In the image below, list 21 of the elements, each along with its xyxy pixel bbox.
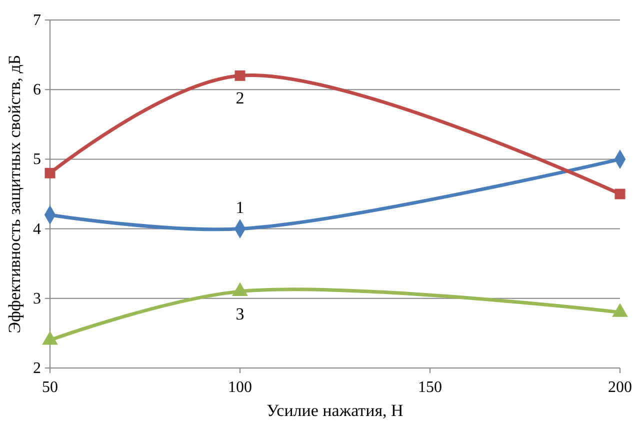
x-tick-label: 150 bbox=[418, 379, 442, 396]
point bbox=[612, 303, 628, 317]
y-tick-label: 5 bbox=[33, 151, 41, 168]
series-label: 2 bbox=[236, 88, 244, 108]
y-tick-label: 3 bbox=[33, 290, 41, 308]
y-tick-label: 6 bbox=[33, 82, 41, 99]
x-axis-title: Усилие нажатия, Н bbox=[266, 401, 404, 420]
series-label: 1 bbox=[236, 198, 244, 217]
point bbox=[614, 188, 626, 200]
y-tick-label: 7 bbox=[33, 12, 41, 29]
point bbox=[42, 330, 58, 345]
point bbox=[232, 282, 248, 296]
x-tick-label: 100 bbox=[228, 379, 252, 396]
point bbox=[44, 168, 56, 178]
y-axis-title: Эффективность защитных свойств, дБ bbox=[5, 54, 24, 334]
x-tick-label: 200 bbox=[608, 379, 632, 396]
point bbox=[234, 70, 246, 81]
y-tick-label: 2 bbox=[33, 360, 41, 377]
series-label: 3 bbox=[236, 304, 244, 324]
y-tick-label: 4 bbox=[33, 220, 41, 238]
x-tick-label: 50 bbox=[42, 379, 58, 396]
